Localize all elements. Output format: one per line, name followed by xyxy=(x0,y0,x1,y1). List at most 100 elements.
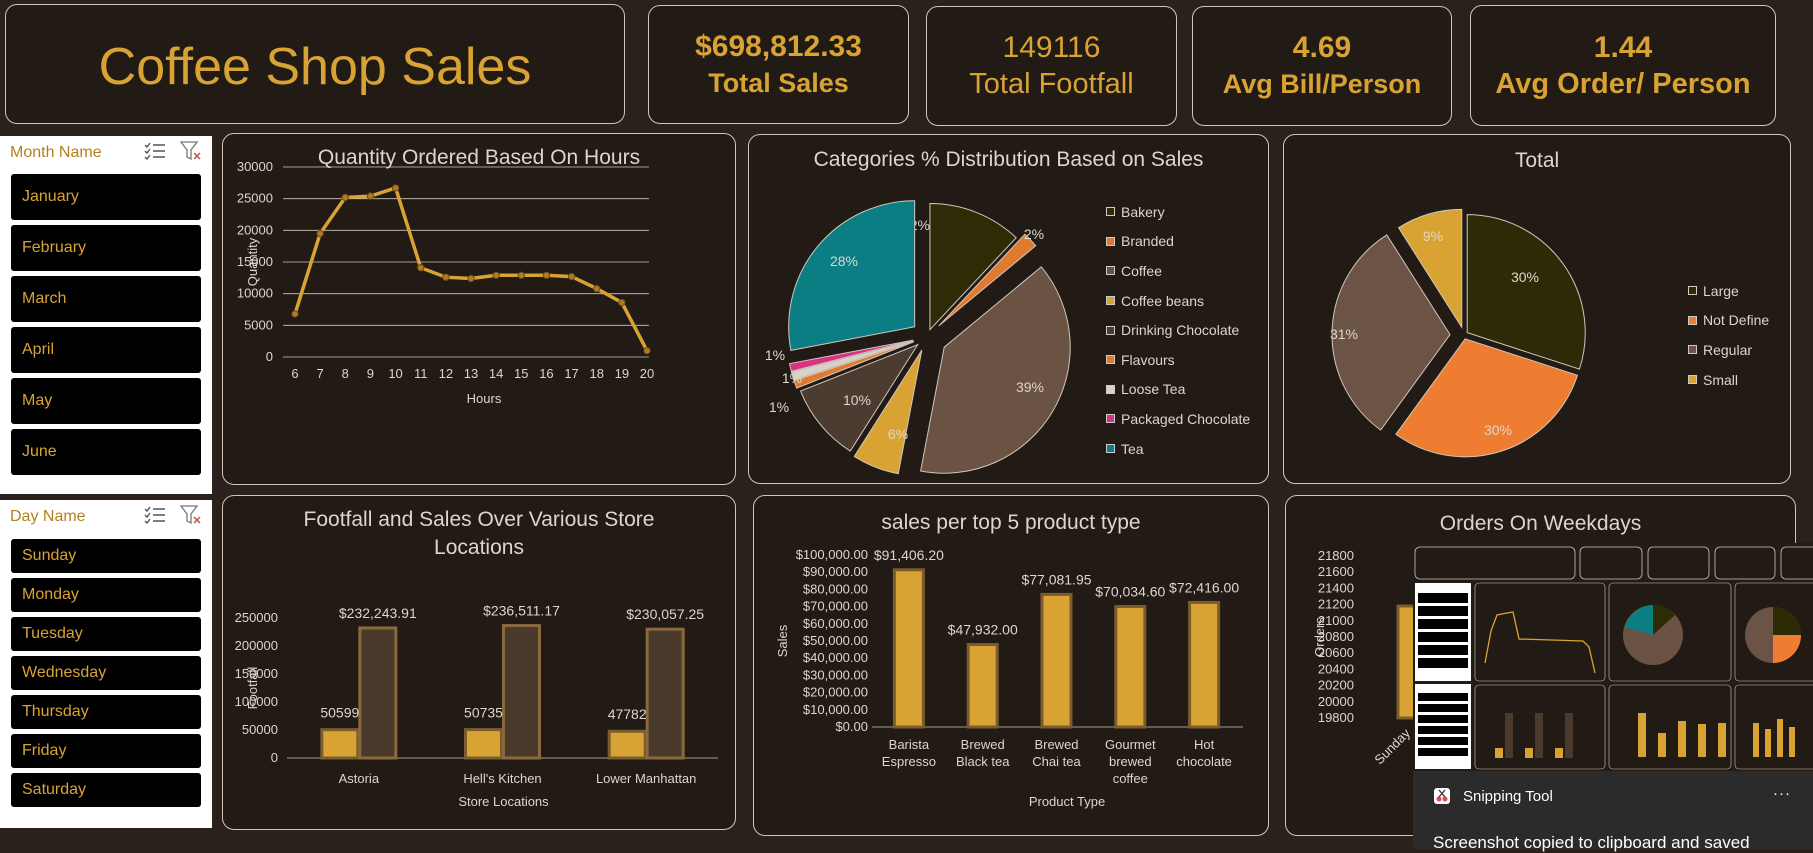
day-item-monday[interactable]: Monday xyxy=(11,578,201,612)
month-item-january[interactable]: January xyxy=(11,174,201,220)
kpi-avg-order: 1.44 Avg Order/ Person xyxy=(1470,5,1776,126)
footfall-bar xyxy=(607,729,647,760)
series-line xyxy=(293,185,649,352)
y-tick-label: 30000 xyxy=(237,159,273,174)
footfall-bar xyxy=(320,728,360,760)
kpi-label: Total Footfall xyxy=(969,68,1134,100)
y-tick-label: 250000 xyxy=(235,610,278,625)
multi-select-icon[interactable] xyxy=(144,142,166,165)
chart-title: Quantity Ordered Based On Hours xyxy=(317,146,641,169)
y-tick-label: 20200 xyxy=(1318,678,1354,693)
x-tick-label: 13 xyxy=(464,366,478,381)
month-item-june[interactable]: June xyxy=(11,429,201,475)
x-tick-label: 17 xyxy=(564,366,578,381)
day-item-thursday[interactable]: Thursday xyxy=(11,695,201,729)
pie-slice xyxy=(1331,234,1451,431)
clear-filter-icon[interactable] xyxy=(179,140,202,166)
legend-label: Packaged Chocolate xyxy=(1121,410,1251,427)
data-point xyxy=(366,192,375,200)
thumbnail-preview-image xyxy=(1413,543,1813,773)
legend-swatch xyxy=(1106,355,1115,365)
legend-item: Branded xyxy=(1106,227,1250,257)
month-item-april[interactable]: April xyxy=(11,327,201,373)
product-bar xyxy=(1040,592,1073,729)
pie-data-label: 9% xyxy=(1423,228,1443,244)
legend-label: Flavours xyxy=(1121,351,1175,368)
sales-data-label: $236,511.17 xyxy=(483,603,560,619)
day-item-tuesday[interactable]: Tuesday xyxy=(11,617,201,651)
kpi-avg-bill: 4.69 Avg Bill/Person xyxy=(1192,6,1452,126)
data-point xyxy=(341,193,349,202)
x-tick-label: Lower Manhattan xyxy=(596,771,696,786)
day-item-sunday[interactable]: Sunday xyxy=(11,539,201,573)
legend-label: Regular xyxy=(1703,341,1753,358)
multi-select-icon[interactable] xyxy=(144,506,166,529)
y-tick-label: 50000 xyxy=(242,722,278,737)
month-slicer: Month Name January February March April … xyxy=(0,136,212,494)
product-bar xyxy=(966,643,999,729)
chart-category-distribution: Categories % Distribution Based on Sales… xyxy=(748,134,1269,484)
legend-swatch xyxy=(1106,414,1115,424)
month-item-march[interactable]: March xyxy=(11,276,201,322)
footfall-data-label: 50599 xyxy=(320,705,359,721)
header-title-box: Coffee Shop Sales xyxy=(5,4,625,124)
legend-item: Packaged Chocolate xyxy=(1106,404,1250,434)
product-data-label: $91,406.20 xyxy=(874,547,944,563)
month-item-february[interactable]: February xyxy=(11,225,201,271)
day-item-wednesday[interactable]: Wednesday xyxy=(11,656,201,690)
y-tick-label: 0 xyxy=(266,349,273,364)
category-legend: Bakery Branded Coffee Coffee beans Drinking … xyxy=(1106,197,1250,463)
y-axis-label: Orders xyxy=(1312,617,1327,657)
legend-swatch xyxy=(1106,296,1115,306)
y-tick-label: 21200 xyxy=(1318,597,1354,612)
snipping-tool-notification[interactable]: Snipping Tool ··· Screenshot copied to c… xyxy=(1413,771,1813,852)
more-options-button[interactable]: ··· xyxy=(1773,785,1791,802)
legend-swatch xyxy=(1106,384,1115,394)
y-tick-label: $30,000.00 xyxy=(803,667,868,682)
data-point xyxy=(567,272,576,281)
data-point xyxy=(316,229,324,238)
pie-slice xyxy=(938,233,1037,327)
size-pie-svg: 30% 30% 31% 9% xyxy=(1330,208,1586,458)
x-tick-label: 9 xyxy=(367,366,374,381)
y-tick-label: 19800 xyxy=(1318,710,1354,725)
chart-title: sales per top 5 product type xyxy=(881,511,1141,534)
product-bar xyxy=(1188,600,1221,729)
legend-swatch xyxy=(1106,266,1115,276)
data-point xyxy=(291,310,299,318)
y-tick-label: 20600 xyxy=(1318,645,1354,660)
y-tick-label: $90,000.00 xyxy=(803,564,868,579)
legend-item: Small xyxy=(1688,365,1769,395)
legend-swatch xyxy=(1688,315,1697,325)
y-tick-label: $50,000.00 xyxy=(803,633,868,648)
y-tick-label: 20000 xyxy=(237,222,273,237)
month-item-may[interactable]: May xyxy=(11,378,201,424)
line-chart-svg: 0 5000 10000 15000 20000 25000 30000 6 7 8 9 10 11 12… xyxy=(237,159,654,406)
y-tick-label: $100,000.00 xyxy=(796,547,868,562)
kpi-label: Avg Bill/Person xyxy=(1222,69,1422,99)
y-axis-label: Sales xyxy=(775,624,790,657)
pie-slice xyxy=(790,340,914,381)
day-item-friday[interactable]: Friday xyxy=(11,734,201,768)
kpi-label: Total Sales xyxy=(708,67,849,98)
day-slicer: Day Name Sunday Monday Tuesday Wednesday… xyxy=(0,500,212,828)
y-tick-label: 21400 xyxy=(1318,580,1354,595)
x-tick-label: Gourmet brewed coffee xyxy=(1105,737,1156,786)
product-data-label: $77,081.95 xyxy=(1021,571,1091,587)
y-tick-label: 20400 xyxy=(1318,661,1354,676)
y-tick-label: 20800 xyxy=(1318,629,1354,644)
y-tick-label: 0 xyxy=(271,750,278,765)
kpi-value: 1.44 xyxy=(1593,30,1653,64)
x-tick-label: 10 xyxy=(388,366,402,381)
y-tick-label: 200000 xyxy=(235,638,278,653)
snipping-tool-name: Snipping Tool xyxy=(1463,788,1553,805)
clear-filter-icon[interactable] xyxy=(179,504,202,530)
pie-data-label: 1% xyxy=(765,347,785,363)
data-point xyxy=(542,271,551,280)
pie-data-label: 6% xyxy=(888,426,908,442)
snipping-thumbnail[interactable] xyxy=(1413,543,1813,773)
y-tick-label: 10000 xyxy=(237,286,273,301)
legend-item: Loose Tea xyxy=(1106,375,1250,405)
day-item-saturday[interactable]: Saturday xyxy=(11,773,201,807)
data-point xyxy=(442,273,450,281)
